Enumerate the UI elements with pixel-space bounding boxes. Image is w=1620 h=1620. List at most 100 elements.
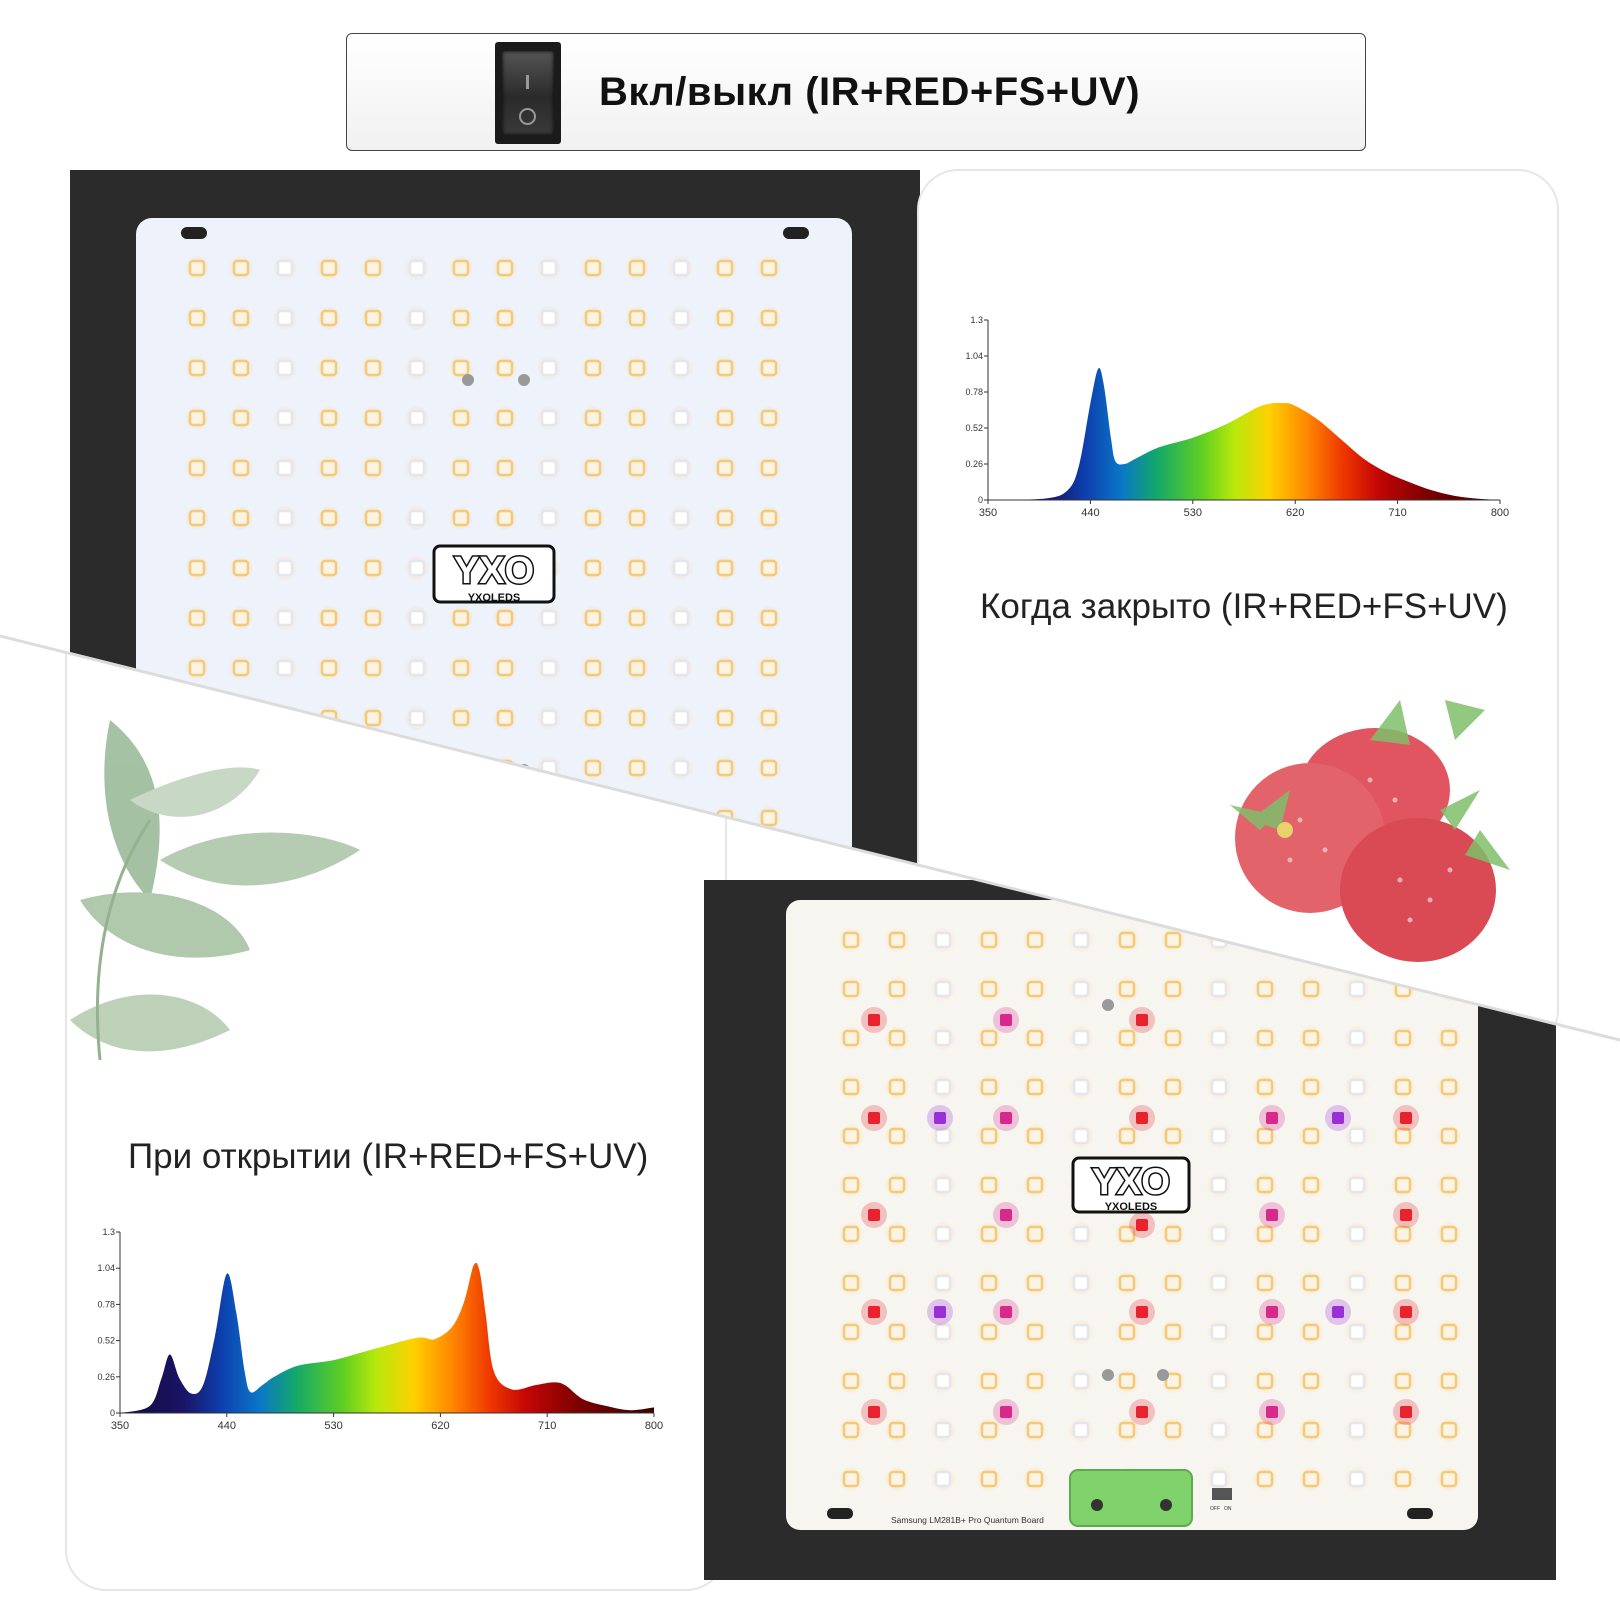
top-led xyxy=(276,609,294,627)
top-led xyxy=(364,409,382,427)
bottom-led xyxy=(1026,1372,1044,1390)
bottom-led xyxy=(934,1421,952,1439)
top-led xyxy=(584,259,602,277)
bottom-led xyxy=(1440,1176,1458,1194)
y-tick-label: 1.04 xyxy=(97,1263,115,1273)
bottom-led xyxy=(1164,980,1182,998)
bottom-screw-icon xyxy=(1102,999,1114,1011)
x-tick-label: 440 xyxy=(218,1420,236,1432)
top-led xyxy=(364,509,382,527)
top-led xyxy=(716,359,734,377)
color-led xyxy=(1000,1406,1012,1418)
bottom-led xyxy=(1302,980,1320,998)
top-led xyxy=(364,559,382,577)
top-led xyxy=(452,309,470,327)
top-led xyxy=(760,659,778,677)
top-led xyxy=(672,509,690,527)
spectrum-chart-closed: 350 440 530 620 710 800 0 0.26 0.52 0.78 1.04 1.3 xyxy=(965,315,1509,519)
x-tick-label: 350 xyxy=(979,507,997,519)
bottom-led xyxy=(1256,1274,1274,1292)
top-led xyxy=(540,359,558,377)
top-led xyxy=(452,259,470,277)
bottom-led xyxy=(1440,1470,1458,1488)
top-led xyxy=(716,309,734,327)
top-screw-icon xyxy=(518,374,530,386)
top-led xyxy=(232,609,250,627)
bottom-led xyxy=(888,931,906,949)
bottom-led xyxy=(1302,1323,1320,1341)
bottom-led xyxy=(1210,1470,1228,1488)
top-led xyxy=(232,409,250,427)
bottom-led xyxy=(1210,1176,1228,1194)
top-led xyxy=(452,409,470,427)
color-led xyxy=(868,1306,880,1318)
top-led xyxy=(408,409,426,427)
bottom-led xyxy=(1440,1127,1458,1145)
top-led xyxy=(276,509,294,527)
top-led xyxy=(760,259,778,277)
x-tick-label: 620 xyxy=(1286,507,1304,519)
bottom-led xyxy=(980,1372,998,1390)
bottom-led xyxy=(1210,1127,1228,1145)
top-led xyxy=(628,309,646,327)
top-led xyxy=(188,559,206,577)
bottom-led xyxy=(1072,1372,1090,1390)
top-led xyxy=(320,359,338,377)
bottom-led xyxy=(1026,1470,1044,1488)
top-led xyxy=(496,709,514,727)
y-tick-label: 0.78 xyxy=(965,387,983,397)
bottom-led xyxy=(1164,1372,1182,1390)
x-tick-label: 350 xyxy=(111,1420,129,1432)
y-tick-label: 1.04 xyxy=(965,351,983,361)
top-led xyxy=(540,259,558,277)
top-led xyxy=(320,259,338,277)
top-led xyxy=(628,359,646,377)
bottom-led xyxy=(888,1176,906,1194)
x-tick-label: 530 xyxy=(1184,507,1202,519)
bottom-led xyxy=(1210,1029,1228,1047)
top-led xyxy=(584,459,602,477)
bottom-led xyxy=(1394,1078,1412,1096)
color-led xyxy=(1400,1209,1412,1221)
top-led xyxy=(320,509,338,527)
top-led xyxy=(496,509,514,527)
top-led xyxy=(496,309,514,327)
bottom-led xyxy=(1394,1470,1412,1488)
top-led xyxy=(408,259,426,277)
bottom-led xyxy=(888,1470,906,1488)
header-banner: Вкл/выкл (IR+RED+FS+UV) xyxy=(346,33,1366,151)
bottom-led xyxy=(1118,1274,1136,1292)
top-led xyxy=(188,409,206,427)
bottom-led xyxy=(842,1274,860,1292)
top-led xyxy=(672,659,690,677)
bottom-led xyxy=(1118,931,1136,949)
top-led xyxy=(276,309,294,327)
color-led xyxy=(1266,1209,1278,1221)
top-led xyxy=(716,709,734,727)
bottom-led xyxy=(1394,1372,1412,1390)
top-led xyxy=(716,259,734,277)
bottom-led xyxy=(888,1078,906,1096)
bottom-led xyxy=(1256,1029,1274,1047)
bottom-led xyxy=(842,1421,860,1439)
top-led xyxy=(408,459,426,477)
bottom-led xyxy=(1302,1127,1320,1145)
top-logo: YXO YXOLEDS xyxy=(432,544,556,604)
top-led xyxy=(408,659,426,677)
bottom-led xyxy=(842,980,860,998)
top-led xyxy=(760,459,778,477)
color-led xyxy=(1332,1306,1344,1318)
top-led xyxy=(760,759,778,777)
top-led xyxy=(276,359,294,377)
top-led xyxy=(408,559,426,577)
top-led xyxy=(276,459,294,477)
bottom-led xyxy=(1210,1274,1228,1292)
top-led xyxy=(584,559,602,577)
color-led xyxy=(1136,1219,1148,1231)
switch-off-mark xyxy=(519,108,536,125)
top-led xyxy=(364,259,382,277)
x-tick-label: 710 xyxy=(538,1420,556,1432)
bottom-led xyxy=(1118,1225,1136,1243)
bottom-led xyxy=(888,1323,906,1341)
board-switch-icon: OFF ON xyxy=(1210,1488,1232,1512)
